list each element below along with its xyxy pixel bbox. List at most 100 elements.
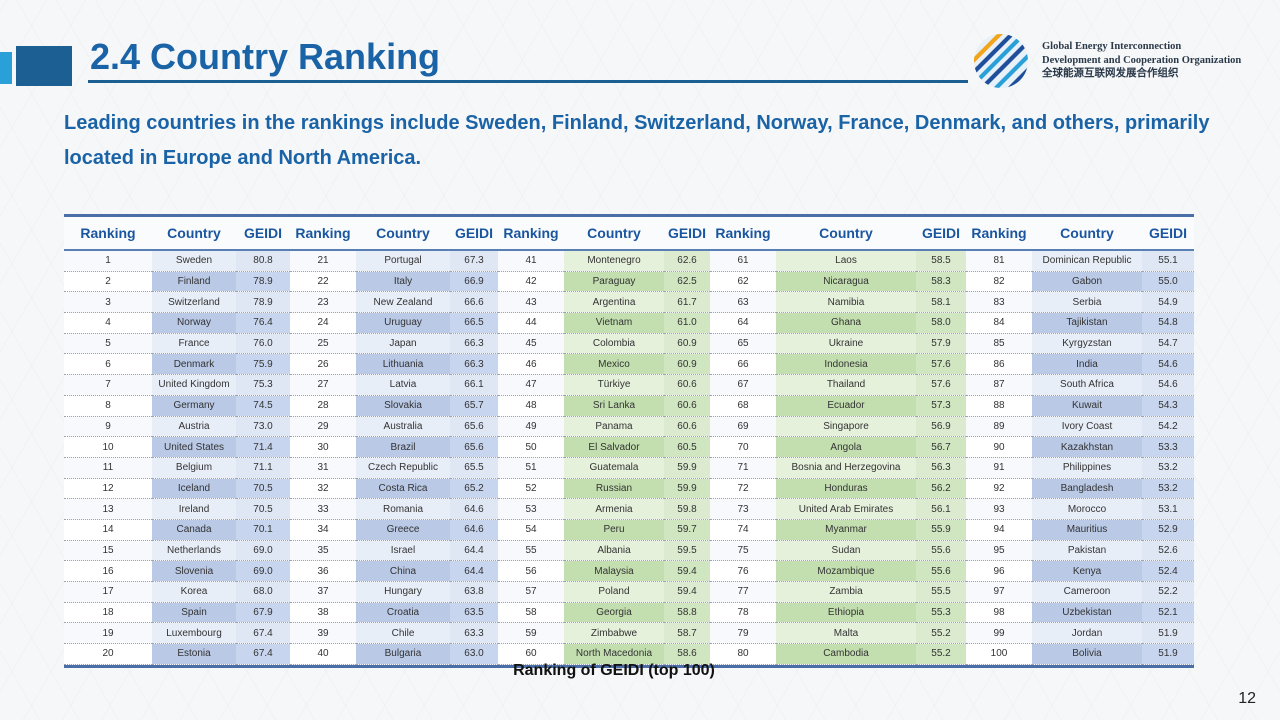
rank-cell: 29	[290, 416, 356, 438]
rank-cell: 82	[966, 271, 1032, 293]
rank-cell: 3	[64, 291, 152, 314]
table-row: 18 Spain 67.9 38 Croatia 63.5 58 Georgia 58.8 78 E…	[64, 602, 1194, 624]
country-cell: Bangladesh	[1032, 478, 1142, 500]
rank-cell: 2	[64, 271, 152, 293]
rank-cell: 24	[290, 312, 356, 334]
rank-cell: 20	[64, 643, 152, 665]
rank-cell: 10	[64, 436, 152, 458]
rank-cell: 4	[64, 312, 152, 334]
geidi-cell: 55.2	[916, 622, 966, 645]
rank-cell: 58	[498, 602, 564, 624]
geidi-cell: 55.3	[916, 602, 966, 624]
geidi-cell: 56.9	[916, 416, 966, 438]
country-cell: Argentina	[564, 291, 664, 314]
country-cell: Estonia	[152, 643, 236, 665]
country-cell: Albania	[564, 540, 664, 562]
rank-cell: 32	[290, 478, 356, 500]
country-cell: Korea	[152, 581, 236, 603]
country-cell: Slovenia	[152, 560, 236, 582]
organization-name: Global Energy Interconnection Developmen…	[1042, 40, 1241, 81]
table-row: 15 Netherlands 69.0 35 Israel 64.4 55 Albania 59…	[64, 540, 1194, 562]
rank-cell: 67	[710, 374, 776, 396]
table-row: 20 Estonia 67.4 40 Bulgaria 63.0 60 North Maced…	[64, 643, 1194, 665]
geidi-cell: 54.2	[1142, 416, 1194, 438]
header-accent-bar	[0, 52, 12, 84]
country-cell: Bolivia	[1032, 643, 1142, 665]
globe-logo-icon	[974, 34, 1028, 88]
rank-cell: 81	[966, 250, 1032, 272]
country-cell: Portugal	[356, 250, 450, 272]
geidi-cell: 63.5	[450, 602, 498, 624]
country-cell: Luxembourg	[152, 622, 236, 645]
rank-cell: 84	[966, 312, 1032, 334]
country-cell: Mauritius	[1032, 519, 1142, 541]
geidi-cell: 53.2	[1142, 478, 1194, 500]
geidi-cell: 54.7	[1142, 333, 1194, 355]
country-cell: Bulgaria	[356, 643, 450, 665]
country-cell: Vietnam	[564, 312, 664, 334]
country-cell: Cambodia	[776, 643, 916, 665]
country-cell: Lithuania	[356, 353, 450, 376]
geidi-cell: 69.0	[236, 560, 290, 582]
geidi-cell: 68.0	[236, 581, 290, 603]
country-cell: Kazakhstan	[1032, 436, 1142, 458]
ranking-table-container: Ranking Country GEIDI Ranking Country GEIDI Ra…	[64, 214, 1194, 668]
geidi-cell: 59.8	[664, 498, 710, 520]
table-row: 13 Ireland 70.5 33 Romania 64.6 53 Armenia 59.8 7…	[64, 498, 1194, 520]
geidi-cell: 70.5	[236, 478, 290, 500]
rank-cell: 77	[710, 581, 776, 603]
country-cell: Hungary	[356, 581, 450, 603]
country-cell: Armenia	[564, 498, 664, 520]
geidi-cell: 76.0	[236, 333, 290, 355]
rank-cell: 93	[966, 498, 1032, 520]
rank-cell: 95	[966, 540, 1032, 562]
table-row: 1 Sweden 80.8 21 Portugal 67.3 41 Montenegro 62.…	[64, 250, 1194, 272]
country-cell: Sweden	[152, 250, 236, 272]
rank-cell: 83	[966, 291, 1032, 314]
country-cell: India	[1032, 353, 1142, 376]
rank-cell: 14	[64, 519, 152, 541]
country-cell: Tajikistan	[1032, 312, 1142, 334]
rank-cell: 7	[64, 374, 152, 396]
rank-cell: 22	[290, 271, 356, 293]
column-header: Country	[152, 217, 236, 251]
country-cell: Malaysia	[564, 560, 664, 582]
rank-cell: 17	[64, 581, 152, 603]
rank-cell: 96	[966, 560, 1032, 582]
rank-cell: 12	[64, 478, 152, 500]
country-cell: Costa Rica	[356, 478, 450, 500]
country-cell: Finland	[152, 271, 236, 293]
geidi-cell: 59.9	[664, 457, 710, 479]
country-cell: Ethiopia	[776, 602, 916, 624]
column-header: GEIDI	[664, 217, 710, 251]
country-cell: Honduras	[776, 478, 916, 500]
rank-cell: 11	[64, 457, 152, 479]
country-cell: Ghana	[776, 312, 916, 334]
rank-cell: 5	[64, 333, 152, 355]
rank-cell: 33	[290, 498, 356, 520]
column-header: Ranking	[710, 217, 776, 251]
table-row: 11 Belgium 71.1 31 Czech Republic 65.5 51 Guate…	[64, 457, 1194, 479]
table-row: 2 Finland 78.9 22 Italy 66.9 42 Paraguay 62.5 62 N…	[64, 271, 1194, 293]
country-cell: Slovakia	[356, 395, 450, 417]
country-cell: United States	[152, 436, 236, 458]
geidi-cell: 64.4	[450, 560, 498, 582]
geidi-cell: 65.5	[450, 457, 498, 479]
country-cell: Georgia	[564, 602, 664, 624]
geidi-cell: 54.6	[1142, 353, 1194, 376]
rank-cell: 42	[498, 271, 564, 293]
country-cell: Guatemala	[564, 457, 664, 479]
rank-cell: 13	[64, 498, 152, 520]
rank-cell: 31	[290, 457, 356, 479]
geidi-cell: 59.9	[664, 478, 710, 500]
country-cell: Singapore	[776, 416, 916, 438]
country-cell: South Africa	[1032, 374, 1142, 396]
table-body: 1 Sweden 80.8 21 Portugal 67.3 41 Montenegro 62.…	[64, 250, 1194, 665]
country-cell: Montenegro	[564, 250, 664, 272]
geidi-cell: 55.1	[1142, 250, 1194, 272]
rank-cell: 51	[498, 457, 564, 479]
country-cell: Pakistan	[1032, 540, 1142, 562]
geidi-cell: 54.3	[1142, 395, 1194, 417]
geidi-cell: 62.5	[664, 271, 710, 293]
rank-cell: 1	[64, 250, 152, 272]
